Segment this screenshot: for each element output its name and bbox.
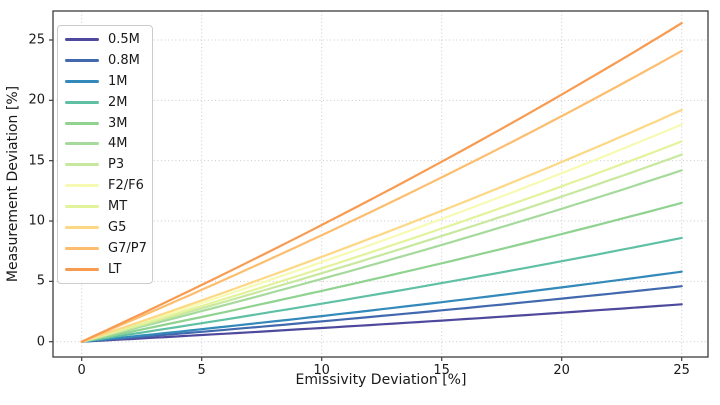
y-tick-label: 0 [36,334,45,350]
legend-item: P3 [65,158,148,171]
series-line-4m [80,169,683,343]
x-tick-label: 0 [77,363,86,378]
series-line-mt [80,140,683,343]
legend-item: 2M [65,96,148,109]
legend-swatch [65,267,99,271]
legend-label: 0.5M [108,31,140,47]
legend-swatch [65,142,99,146]
legend-label: G7/P7 [108,241,147,257]
legend-swatch [65,58,99,62]
legend-swatch [65,205,99,209]
legend-label: 4M [108,136,128,152]
x-tick-label: 5 [197,363,206,378]
x-axis-title: Emissivity Deviation [%] [295,372,467,388]
series-line-1m [80,270,683,343]
series-line-0-8m [80,285,683,343]
series-line-0-5m [80,303,683,343]
legend-label: P3 [108,157,125,173]
x-tick-label: 20 [553,363,570,378]
legend-item: MT [65,200,148,213]
legend-label: F2/F6 [108,178,144,194]
legend-item: F2/F6 [65,179,148,192]
series-line-p3 [80,153,683,343]
series-line-g5 [80,108,683,343]
legend-item: 3M [65,117,148,130]
axes-spines [52,10,709,358]
legend-label: G5 [108,220,127,236]
legend-label: 3M [108,115,128,131]
legend-item: 0.8M [65,54,148,67]
y-tick-label: 25 [28,32,45,48]
legend-item: LT [65,263,148,276]
x-tick-label: 15 [433,363,450,378]
y-tick-label: 5 [36,273,45,289]
series-line-g7-p7 [80,49,683,343]
series-line-f2-f6 [80,123,683,343]
x-tick-label: 10 [313,363,330,378]
legend-swatch [65,79,99,83]
legend-label: 1M [108,73,128,89]
legend: 0.5M 0.8M 1M 2M 3M 4M P3 F2/F6 MT G5 G7/P7 LT [57,25,153,284]
legend-label: 0.8M [108,52,140,68]
x-tick-label: 25 [673,363,690,378]
series-line-2m [80,236,683,343]
legend-label: 2M [108,94,128,110]
legend-item: 0.5M [65,33,148,46]
y-tick-label: 15 [28,153,45,169]
series-line-3m [80,201,683,343]
legend-item: 4M [65,137,148,150]
legend-swatch [65,226,99,230]
legend-swatch [65,121,99,125]
y-tick-label: 10 [28,213,45,229]
legend-label: LT [108,261,122,277]
legend-swatch [65,37,99,41]
legend-item: G7/P7 [65,242,148,255]
series-line-lt [80,22,683,343]
legend-label: MT [108,199,128,215]
legend-swatch [65,163,99,167]
legend-swatch [65,100,99,104]
legend-swatch [65,247,99,251]
legend-item: G5 [65,221,148,234]
y-tick-label: 20 [28,92,45,108]
legend-swatch [65,184,99,188]
y-axis-title: Measurement Deviation [%] [5,85,21,283]
legend-item: 1M [65,75,148,88]
